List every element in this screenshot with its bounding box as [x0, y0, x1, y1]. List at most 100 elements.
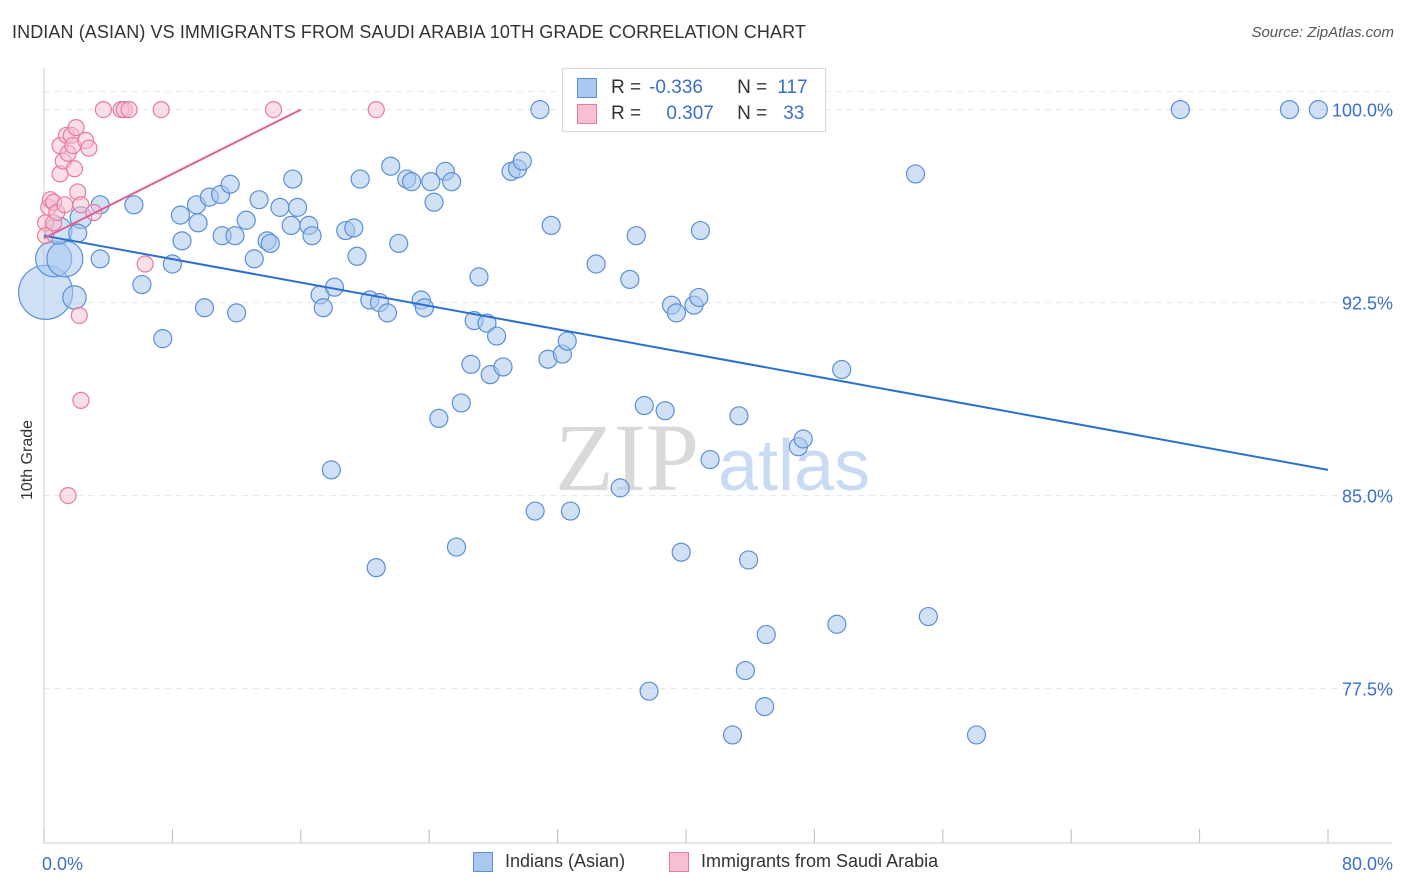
data-point-indians	[321, 460, 341, 480]
trend-line-saudi	[43, 108, 302, 240]
legend-n-value: 117	[777, 77, 808, 98]
data-point-indians	[626, 226, 646, 246]
data-point-indians	[446, 537, 467, 557]
data-point-indians	[1308, 99, 1328, 120]
data-point-indians	[469, 267, 489, 287]
data-point-indians	[381, 156, 401, 176]
legend-n-value: 33	[783, 103, 805, 124]
data-point-indians	[172, 231, 192, 251]
data-point-indians	[610, 478, 630, 498]
data-point-indians	[287, 197, 308, 217]
data-point-indians	[827, 614, 847, 634]
data-point-saudi	[94, 100, 112, 119]
data-point-indians	[313, 298, 333, 318]
trend-lines	[43, 108, 1329, 471]
data-point-indians	[671, 542, 691, 562]
grid-lines	[44, 91, 1390, 690]
data-point-saudi	[56, 196, 74, 214]
legend-swatch-pink	[669, 851, 689, 872]
data-point-indians	[429, 408, 449, 428]
data-point-indians	[227, 303, 247, 323]
data-point-indians	[302, 226, 322, 246]
data-point-saudi	[264, 100, 283, 119]
data-point-indians	[236, 210, 256, 230]
data-point-indians	[451, 393, 471, 413]
data-point-saudi	[80, 139, 98, 157]
y-tick-label: 85.0%	[1342, 487, 1393, 507]
data-point-indians	[377, 303, 398, 323]
data-point-indians	[700, 449, 720, 470]
legend-row-indians: R = -0.336 N = 117	[577, 76, 808, 100]
data-point-indians	[194, 298, 215, 318]
data-point-indians	[905, 164, 926, 184]
trend-line-indians	[43, 234, 1329, 471]
data-point-indians	[249, 190, 269, 210]
data-point-indians	[132, 274, 152, 295]
data-point-saudi	[72, 391, 90, 409]
data-point-indians	[281, 215, 301, 235]
legend-r-label: R =	[611, 77, 642, 98]
legend-item-indians: Indians (Asian)	[473, 851, 625, 872]
legend-swatch-blue	[577, 78, 597, 98]
legend-row-saudi: R = 0.307 N = 33	[577, 102, 804, 126]
legend-item-saudi: Immigrants from Saudi Arabia	[669, 851, 938, 872]
data-point-indians	[689, 287, 709, 308]
data-point-indians	[832, 359, 852, 380]
data-point-indians	[793, 429, 813, 449]
data-point-indians	[401, 172, 422, 192]
watermark-zip: ZIP	[555, 404, 699, 511]
data-point-indians	[477, 313, 497, 333]
data-point-indians	[755, 697, 775, 717]
data-point-saudi	[120, 100, 138, 119]
data-point-indians	[366, 558, 386, 578]
x-tick-label: 80.0%	[1342, 854, 1393, 874]
data-point-indians	[188, 213, 208, 233]
data-point-saudi	[72, 196, 90, 214]
data-point-indians	[283, 169, 303, 189]
data-point-saudi	[367, 100, 385, 119]
data-point-indians	[442, 172, 462, 192]
data-point-saudi	[70, 306, 88, 325]
data-point-indians	[260, 233, 280, 254]
data-point-indians	[541, 215, 561, 235]
data-point-indians	[414, 298, 434, 318]
data-point-indians	[690, 220, 711, 241]
data-point-indians	[461, 354, 481, 374]
data-point-indians	[389, 233, 409, 254]
data-point-saudi	[152, 100, 170, 119]
tick-labels: 77.5% 85.0% 92.5% 100.0% 0.0% 80.0%	[42, 101, 1393, 874]
data-point-indians	[655, 401, 675, 421]
data-point-indians	[68, 223, 88, 243]
data-point-indians	[424, 192, 444, 212]
data-point-indians	[90, 249, 110, 269]
data-point-saudi	[59, 487, 77, 505]
data-point-indians	[666, 303, 686, 323]
data-point-indians	[620, 269, 640, 290]
data-point-indians	[530, 99, 550, 120]
data-point-indians	[493, 357, 513, 377]
data-point-indians	[512, 151, 532, 171]
source-label: Source: ZipAtlas.com	[1251, 24, 1394, 41]
data-point-indians	[220, 174, 240, 194]
data-point-indians	[225, 226, 245, 246]
legend-label-saudi: Immigrants from Saudi Arabia	[701, 851, 939, 871]
data-point-indians	[729, 406, 749, 426]
data-point-indians	[525, 501, 545, 521]
data-point-indians	[344, 218, 364, 238]
data-point-indians	[421, 172, 441, 192]
data-point-indians	[46, 240, 84, 278]
data-point-indians	[350, 169, 370, 189]
data-point-indians	[966, 725, 987, 745]
data-point-indians	[487, 326, 507, 346]
series-indians-asian	[18, 99, 1328, 745]
x-tick-label: 0.0%	[42, 854, 83, 874]
y-tick-label: 100.0%	[1332, 101, 1393, 121]
series-legend: Indians (Asian) Immigrants from Saudi Ar…	[0, 851, 1406, 877]
data-point-indians	[634, 395, 654, 416]
y-tick-label: 77.5%	[1342, 680, 1393, 700]
data-point-indians	[153, 329, 173, 349]
data-point-indians	[1279, 99, 1300, 120]
data-point-saudi	[67, 119, 85, 137]
legend-n-label: N =	[737, 77, 768, 98]
